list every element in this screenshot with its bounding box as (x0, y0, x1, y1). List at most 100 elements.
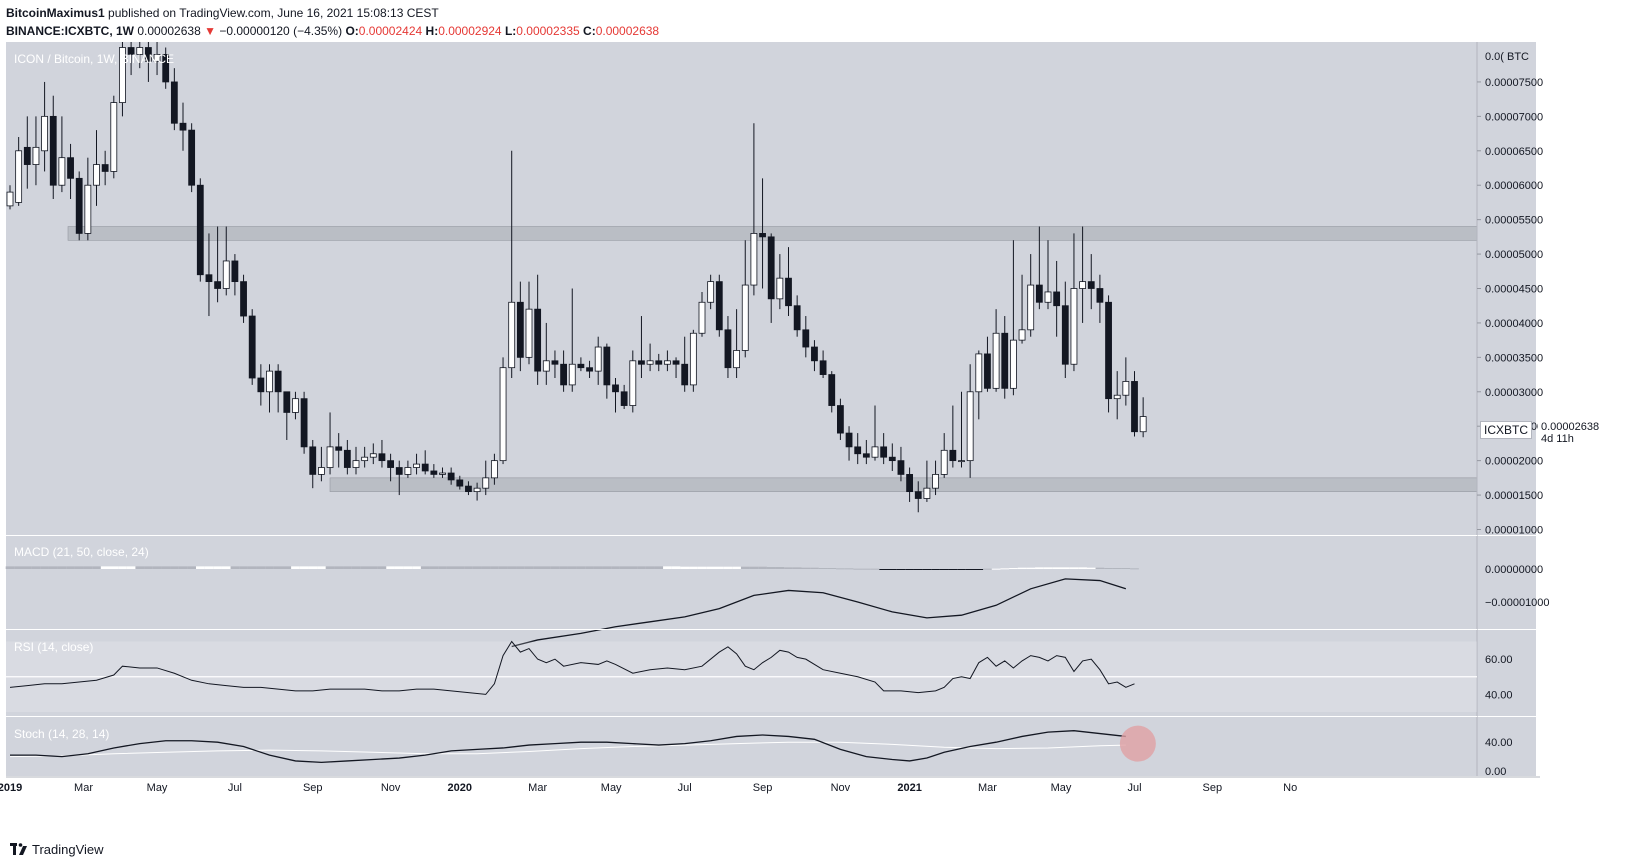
candle-body (638, 360, 645, 365)
candle (802, 316, 810, 358)
candle-body (837, 405, 844, 434)
candle-body (58, 157, 66, 186)
candle-body (335, 446, 343, 451)
candle-body (698, 301, 706, 334)
candle-body (975, 353, 983, 393)
rsi-pane[interactable] (6, 630, 1536, 716)
candle (811, 340, 818, 372)
candle (300, 391, 308, 454)
candle-body (819, 360, 827, 375)
candle-body (67, 157, 74, 179)
candle (343, 439, 351, 475)
candle (188, 123, 196, 193)
candle (577, 357, 585, 372)
candle (672, 357, 680, 379)
macd-histogram-bar (965, 569, 975, 570)
macd-histogram-bar (784, 567, 793, 569)
candle (698, 291, 706, 337)
macd-histogram-bar (308, 566, 318, 569)
candle (1018, 274, 1026, 344)
candle-body (387, 460, 395, 468)
macd-histogram-bar (1043, 567, 1053, 569)
macd-histogram-bar (948, 569, 958, 570)
tradingview-logo-icon (10, 843, 27, 855)
macd-histogram-bar (221, 566, 231, 569)
macd-histogram-bar (403, 566, 413, 569)
candle (361, 446, 369, 468)
macd-histogram-bar (394, 566, 404, 569)
candle-body (1139, 416, 1147, 433)
candle-body (594, 346, 602, 372)
candle (447, 467, 455, 485)
candle-body (292, 398, 299, 413)
candle (534, 274, 542, 385)
macd-histogram-bar (905, 569, 914, 570)
macd-pane[interactable] (6, 536, 1536, 629)
macd-histogram-bar (818, 568, 828, 570)
macd-histogram-bar (40, 566, 49, 569)
time-axis-label: Mar (74, 782, 93, 794)
macd-histogram-bar (377, 566, 387, 569)
candle-body (343, 449, 351, 468)
candle-body (871, 446, 879, 458)
candle (32, 116, 40, 186)
candle (1139, 397, 1147, 438)
macd-histogram-bar (758, 566, 767, 569)
candle-body (906, 474, 913, 493)
price-tick-label: 0.00007500 (1485, 77, 1543, 89)
macd-histogram-bar (896, 569, 906, 570)
macd-tick-label: −0.00001000 (1485, 597, 1550, 609)
close-label: C: (583, 24, 596, 38)
candle-body (958, 460, 965, 463)
candle-body (378, 453, 386, 462)
author-name[interactable]: BitcoinMaximus1 (6, 6, 105, 20)
candle-body (966, 391, 974, 462)
candle (317, 446, 325, 482)
stoch-pane[interactable] (6, 717, 1536, 776)
candle-body (551, 360, 559, 365)
candle-body (897, 460, 905, 475)
macd-histogram-bar (256, 566, 266, 569)
macd-histogram-bar (446, 566, 456, 569)
time-axis-label: 2020 (448, 782, 472, 794)
candle (6, 185, 14, 210)
candle-body (352, 460, 360, 468)
macd-histogram-bar (1078, 567, 1087, 569)
macd-histogram-bar (299, 566, 309, 569)
macd-histogram-bar (412, 566, 421, 569)
candle (819, 350, 827, 379)
price-tick-label: 0.00001500 (1485, 490, 1543, 502)
macd-histogram-bar (490, 566, 499, 569)
macd-histogram-bar (663, 566, 672, 569)
macd-histogram-bar (715, 566, 724, 569)
macd-histogram-bar (100, 566, 110, 569)
macd-histogram-bar (1104, 568, 1113, 570)
macd-histogram-bar (836, 568, 845, 570)
price-pane-title: ICON / Bitcoin, 1W, BINANCE (14, 52, 175, 66)
tradingview-branding[interactable]: TradingView (10, 842, 104, 857)
candle-body (568, 363, 576, 386)
macd-histogram-bar (343, 566, 352, 569)
macd-histogram-bar (204, 566, 214, 569)
rsi-tick-label: 60.00 (1485, 654, 1513, 666)
candle-body (490, 460, 498, 479)
candle-body (992, 332, 1000, 389)
candle (231, 254, 239, 296)
price-axis-currency: BTC (1507, 51, 1529, 63)
macd-histogram-bar (247, 566, 257, 569)
stoch-highlight-circle (1119, 725, 1156, 762)
candle (992, 309, 1000, 392)
candle-body (153, 53, 161, 62)
macd-histogram-bar (48, 566, 58, 569)
macd-histogram-bar (429, 566, 439, 569)
ohlc-legend: BINANCE:ICXBTC, 1W 0.00002638 ▼ −0.00000… (6, 24, 659, 38)
macd-histogram-bar (680, 566, 690, 569)
candle-body (1122, 381, 1130, 396)
macd-histogram-bar (1086, 567, 1096, 569)
candle-body (646, 360, 654, 365)
macd-histogram-bar (533, 566, 542, 569)
candle (828, 371, 836, 413)
macd-histogram-bar (619, 566, 629, 569)
candle (387, 453, 395, 482)
